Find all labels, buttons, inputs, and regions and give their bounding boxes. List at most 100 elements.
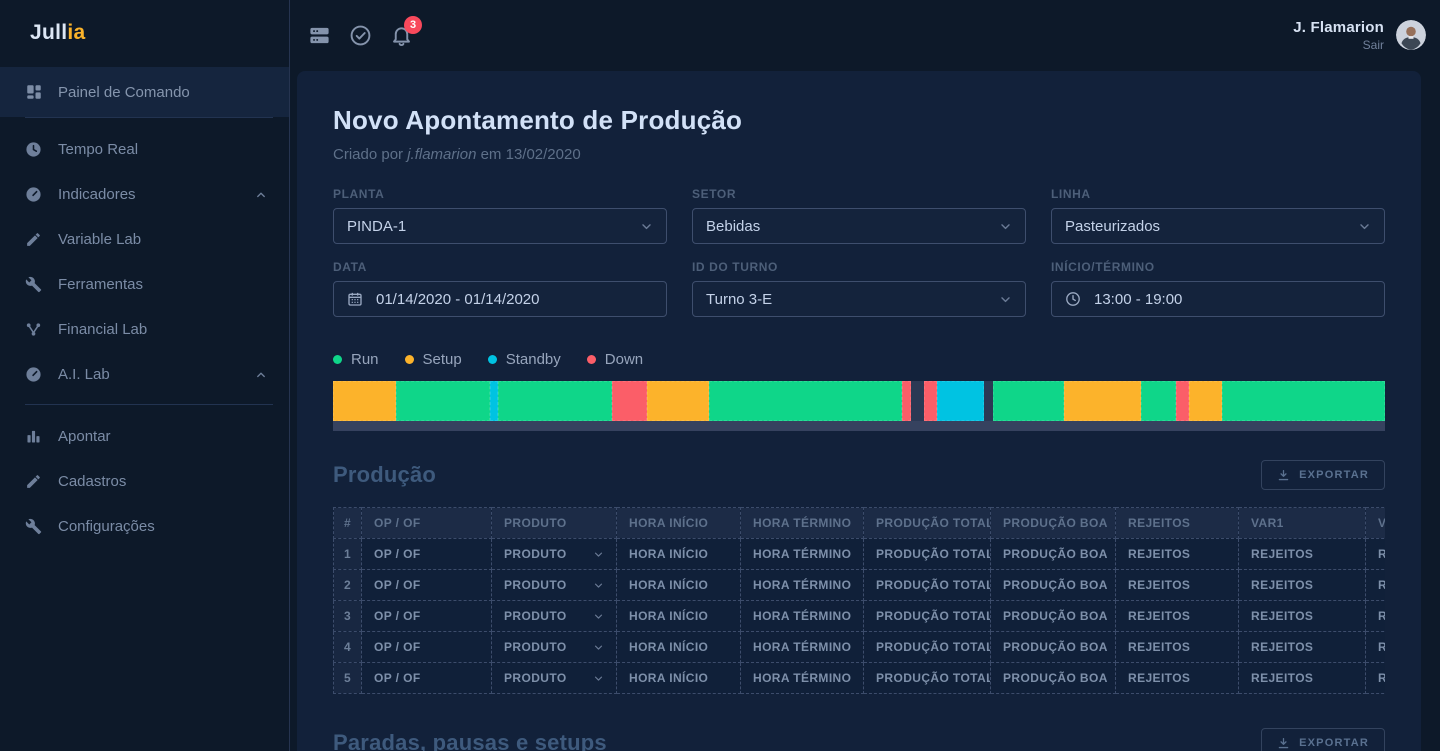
bell-icon[interactable]: 3 [390,15,422,47]
apontamento-form: PLANTA PINDA-1 SETOR Bebidas LINHA Pasteuriza… [333,187,1385,317]
cell-rejeitos[interactable]: REJEITOS [1115,600,1239,632]
sidebar-item-painel-de-comando[interactable]: Painel de Comando [0,67,289,117]
sidebar-item-apontar[interactable]: Apontar [0,414,289,459]
timeline-segment-standby[interactable] [489,381,498,421]
cell-rejeitos[interactable]: REJEITOS [1115,538,1239,570]
export-paradas-button[interactable]: EXPORTAR [1261,728,1385,751]
cell-var1[interactable]: REJEITOS [1238,538,1366,570]
timeline-segment-setup[interactable] [1189,381,1223,421]
export-production-button[interactable]: EXPORTAR [1261,460,1385,490]
cell-hora-inicio[interactable]: HORA INÍCIO [616,538,741,570]
cell-hora-termino[interactable]: HORA TÉRMINO [740,569,864,601]
cell-var2[interactable]: REJEITOS [1365,569,1385,601]
cell-var1[interactable]: REJEITOS [1238,631,1366,663]
timeline-segment-run[interactable] [497,381,613,421]
timeline-segment-run[interactable] [395,381,490,421]
sidebar-item-financial-lab[interactable]: Financial Lab [0,307,289,352]
sidebar-item-a-i-lab[interactable]: A.I. Lab [0,352,289,397]
cell-rejeitos[interactable]: REJEITOS [1115,631,1239,663]
cell-produto[interactable]: PRODUTO [491,538,617,570]
data-input[interactable]: 01/14/2020 - 01/14/2020 [333,281,667,317]
legend-dot-icon [333,355,342,364]
cell-var1[interactable]: REJEITOS [1238,600,1366,632]
inicio-termino-input[interactable]: 13:00 - 19:00 [1051,281,1385,317]
cell-var2[interactable]: REJEITOS [1365,631,1385,663]
timeline-segment-setup[interactable] [1063,381,1141,421]
timeline-segment-setup[interactable] [333,381,396,421]
cell-var1[interactable]: REJEITOS [1238,569,1366,601]
sidebar-item-variable-lab[interactable]: Variable Lab [0,217,289,262]
cell-hora-termino[interactable]: HORA TÉRMINO [740,631,864,663]
timeline-segment-down[interactable] [1176,381,1190,421]
paradas-section-title: Paradas, pausas e setups [333,730,607,751]
clock-outline-icon [1065,291,1081,307]
cell-op-of[interactable]: OP / OF [361,538,492,570]
sidebar-item-label: Ferramentas [58,276,144,293]
cell-hora-termino[interactable]: HORA TÉRMINO [740,662,864,694]
timeline-segment-run[interactable] [992,381,1064,421]
cell-hora-inicio[interactable]: HORA INÍCIO [616,662,741,694]
cell-producao-total[interactable]: PRODUÇÃO TOTAL [863,662,991,694]
cell-hora-inicio[interactable]: HORA INÍCIO [616,631,741,663]
timeline-segment-down[interactable] [924,381,938,421]
id-do-turno-select[interactable]: Turno 3-E [692,281,1026,317]
row-number: 1 [333,538,362,570]
cell-produto[interactable]: PRODUTO [491,569,617,601]
cell-producao-boa[interactable]: PRODUÇÃO BOA [990,662,1116,694]
production-section: Produção EXPORTAR # OP / OF PRODUTO HORA IN… [333,460,1385,694]
logout-link[interactable]: Sair [1362,37,1384,52]
sidebar-item-ferramentas[interactable]: Ferramentas [0,262,289,307]
form-field-data: DATA 01/14/2020 - 01/14/2020 [333,260,667,317]
cell-op-of[interactable]: OP / OF [361,569,492,601]
cell-producao-total[interactable]: PRODUÇÃO TOTAL [863,569,991,601]
cell-var1[interactable]: REJEITOS [1238,662,1366,694]
cell-op-of[interactable]: OP / OF [361,631,492,663]
avatar[interactable] [1396,20,1426,50]
cell-produto[interactable]: PRODUTO [491,631,617,663]
cell-rejeitos[interactable]: REJEITOS [1115,662,1239,694]
cell-hora-termino[interactable]: HORA TÉRMINO [740,600,864,632]
sidebar-item-indicadores[interactable]: Indicadores [0,172,289,217]
timeline-segment-run[interactable] [1140,381,1177,421]
cell-producao-boa[interactable]: PRODUÇÃO BOA [990,631,1116,663]
cell-op-of[interactable]: OP / OF [361,662,492,694]
cell-rejeitos[interactable]: REJEITOS [1115,569,1239,601]
timeline-segment-down[interactable] [612,381,648,421]
cell-producao-boa[interactable]: PRODUÇÃO BOA [990,569,1116,601]
cell-producao-boa[interactable]: PRODUÇÃO BOA [990,538,1116,570]
cell-hora-inicio[interactable]: HORA INÍCIO [616,600,741,632]
timeline-segment-down[interactable] [902,381,912,421]
cell-var2[interactable]: REJEITOS [1365,600,1385,632]
cell-var2[interactable]: REJEITOS [1365,538,1385,570]
cell-hora-termino[interactable]: HORA TÉRMINO [740,538,864,570]
timeline-segment-standby[interactable] [937,381,984,421]
cell-producao-total[interactable]: PRODUÇÃO TOTAL [863,538,991,570]
setor-select[interactable]: Bebidas [692,208,1026,244]
cell-produto[interactable]: PRODUTO [491,662,617,694]
timeline-segment-run[interactable] [708,381,903,421]
table-row: 4 OP / OF PRODUTO HORA INÍCIO HORA TÉRMINO PR… [333,631,1385,663]
field-value: 13:00 - 19:00 [1094,290,1183,308]
sidebar-item-tempo-real[interactable]: Tempo Real [0,127,289,172]
cell-hora-inicio[interactable]: HORA INÍCIO [616,569,741,601]
check-circle-icon[interactable] [349,24,372,47]
brand-accent: ia [67,21,86,44]
table-row: 5 OP / OF PRODUTO HORA INÍCIO HORA TÉRMINO PR… [333,662,1385,694]
server-icon[interactable] [308,24,331,47]
legend-label: Setup [422,351,462,368]
cell-producao-boa[interactable]: PRODUÇÃO BOA [990,600,1116,632]
cell-producao-total[interactable]: PRODUÇÃO TOTAL [863,631,991,663]
field-value: Turno 3-E [706,290,773,308]
cell-op-of[interactable]: OP / OF [361,600,492,632]
cell-producao-total[interactable]: PRODUÇÃO TOTAL [863,600,991,632]
timeline-segment-run[interactable] [1222,381,1385,421]
cell-produto[interactable]: PRODUTO [491,600,617,632]
sidebar-item-cadastros[interactable]: Cadastros [0,459,289,504]
planta-select[interactable]: PINDA-1 [333,208,667,244]
field-label: PLANTA [333,187,385,201]
linha-select[interactable]: Pasteurizados [1051,208,1385,244]
sidebar-item-configuracoes[interactable]: Configurações [0,504,289,549]
table-header-row: # OP / OF PRODUTO HORA INÍCIO HORA TÉRMINO PR… [333,507,1385,539]
timeline-segment-setup[interactable] [647,381,709,421]
cell-var2[interactable]: REJEITOS [1365,662,1385,694]
